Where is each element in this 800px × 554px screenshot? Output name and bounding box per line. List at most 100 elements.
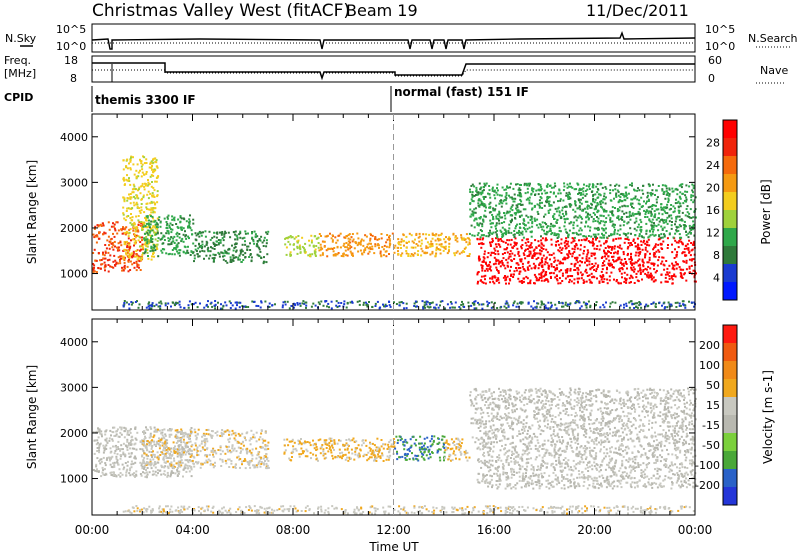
- power-cell: [600, 278, 603, 281]
- power-cell: [151, 255, 153, 258]
- power-cell: [506, 261, 509, 264]
- power-cell: [614, 251, 617, 254]
- power-cell: [130, 213, 132, 215]
- power-cell: [679, 205, 682, 208]
- power-cell: [304, 242, 307, 245]
- power-cell: [456, 250, 459, 253]
- power-cell: [479, 203, 482, 206]
- power-cell: [517, 203, 520, 206]
- power-cell: [218, 253, 221, 256]
- power-cell: [402, 239, 405, 242]
- power-cell: [408, 232, 411, 235]
- power-cell: [135, 253, 138, 256]
- power-cell: [126, 265, 129, 268]
- power-cell: [104, 257, 107, 260]
- power-cell: [334, 236, 337, 239]
- power-cell: [490, 301, 493, 304]
- power-cell: [509, 219, 512, 222]
- power-cell: [604, 231, 607, 234]
- power-cell: [618, 218, 620, 221]
- power-cell: [615, 194, 617, 197]
- power-cell: [170, 228, 172, 231]
- power-cell: [201, 249, 204, 252]
- power-cell: [121, 228, 124, 230]
- power-cell: [692, 184, 695, 187]
- power-cell: [153, 219, 156, 222]
- power-cell: [513, 270, 516, 273]
- power-cell: [603, 224, 606, 227]
- power-colorbar-swatch: [723, 282, 737, 301]
- power-cell: [504, 267, 507, 270]
- power-cell: [634, 254, 637, 257]
- velocity-cell: [109, 471, 112, 474]
- power-cell: [125, 301, 128, 304]
- power-cell: [634, 195, 637, 198]
- power-cell: [112, 260, 115, 263]
- power-cell: [588, 185, 590, 188]
- power-cell: [678, 266, 681, 269]
- velocity-cell: [119, 426, 122, 429]
- velocity-cell: [113, 471, 115, 474]
- power-cell: [573, 239, 576, 242]
- velocity-cell: [92, 469, 95, 471]
- power-cell: [616, 208, 619, 210]
- power-cell: [443, 246, 446, 249]
- power-cell: [550, 305, 553, 308]
- power-cell: [117, 246, 120, 249]
- power-cell: [580, 305, 583, 308]
- power-cell: [402, 302, 405, 305]
- power-cell: [561, 206, 564, 209]
- power-cell: [223, 232, 226, 235]
- power-cell: [605, 240, 608, 242]
- power-cell: [142, 225, 145, 228]
- power-cell: [481, 266, 484, 269]
- power-cell: [171, 240, 174, 243]
- power-cell: [638, 208, 641, 211]
- power-cell: [494, 197, 497, 200]
- power-cell: [318, 233, 321, 235]
- power-cell: [177, 252, 180, 255]
- power-cell: [613, 247, 616, 250]
- power-cell: [136, 300, 138, 303]
- power-cell: [683, 272, 686, 275]
- power-cell: [657, 249, 660, 252]
- velocity-cell: [144, 437, 147, 439]
- velocity-cell: [142, 460, 145, 463]
- power-cell: [97, 267, 100, 269]
- power-cell: [513, 254, 516, 257]
- power-cell: [625, 194, 628, 197]
- velocity-cell: [109, 429, 112, 432]
- power-cell: [238, 233, 241, 236]
- power-cell: [520, 302, 523, 305]
- power-cell: [359, 241, 362, 244]
- power-cell: [502, 276, 505, 279]
- power-cell: [570, 275, 573, 277]
- power-cell: [205, 254, 208, 257]
- power-cell: [647, 206, 650, 209]
- power-cell: [382, 303, 384, 306]
- power-cell: [550, 265, 553, 268]
- power-cell: [602, 220, 605, 223]
- power-cell: [439, 304, 441, 307]
- power-cell: [397, 243, 400, 246]
- power-cell: [330, 300, 333, 303]
- power-cell: [544, 272, 547, 275]
- power-cell: [103, 254, 106, 257]
- power-cell: [616, 245, 619, 248]
- power-cell: [666, 237, 669, 240]
- power-cell: [685, 244, 688, 247]
- velocity-cell: [114, 450, 117, 452]
- power-cell: [229, 236, 232, 239]
- power-cell: [683, 251, 686, 254]
- power-cell: [553, 213, 556, 216]
- power-cell: [534, 275, 537, 278]
- power-cell: [120, 244, 123, 247]
- power-cell: [585, 306, 588, 309]
- power-cell: [529, 246, 532, 249]
- power-cell: [624, 205, 627, 208]
- power-cell: [149, 250, 152, 253]
- power-cell: [504, 275, 506, 277]
- power-cell: [323, 240, 326, 243]
- power-cell: [468, 242, 471, 245]
- y-tick-label-power: 2000: [60, 222, 88, 235]
